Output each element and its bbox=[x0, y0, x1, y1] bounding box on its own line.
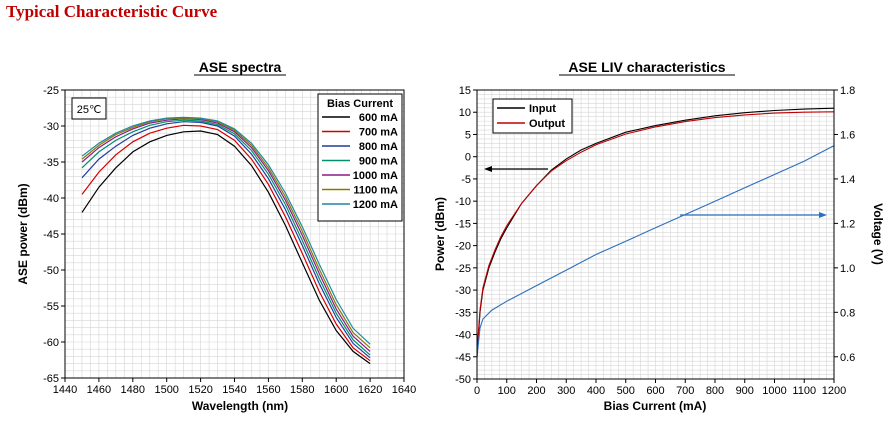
y-tick-label: -20 bbox=[455, 241, 471, 253]
x-tick-label: 0 bbox=[474, 385, 480, 397]
x-tick-label: 400 bbox=[587, 385, 605, 397]
series-line bbox=[81, 130, 371, 365]
legend-title: Bias Current bbox=[327, 98, 393, 110]
ase-liv-xlabel: Bias Current (mA) bbox=[604, 399, 707, 413]
legend-label: Output bbox=[529, 118, 565, 130]
y-tick-label: -55 bbox=[43, 301, 59, 313]
series-line bbox=[476, 107, 835, 357]
legend-label: 1000 mA bbox=[353, 170, 398, 182]
x-tick-label: 1480 bbox=[121, 384, 145, 396]
legend-label: 800 mA bbox=[359, 141, 398, 153]
ase-spectra-title: ASE spectra bbox=[199, 59, 282, 75]
x-tick-label: 700 bbox=[676, 385, 694, 397]
x-tick-label: 1520 bbox=[188, 384, 212, 396]
y-tick-label: -5 bbox=[461, 174, 471, 186]
y-tick-label: -40 bbox=[43, 193, 59, 205]
y-tick-label: 0 bbox=[465, 152, 471, 164]
y-tick-label: -35 bbox=[43, 157, 59, 169]
x-tick-label: 500 bbox=[617, 385, 635, 397]
legend-label: 600 mA bbox=[359, 112, 398, 124]
ase-liv-ylabel: Power (dBm) bbox=[433, 197, 447, 271]
right-arrow-icon bbox=[819, 212, 827, 218]
ase-spectra-legend: Bias Current 600 mA 700 mA 800 mA 900 mA 100… bbox=[317, 93, 403, 222]
ase-spectra-chart: ASE spectra 1440 1460 1480 1500 1520 1540 1560… bbox=[16, 59, 416, 413]
series-line bbox=[476, 111, 835, 353]
y-tick-label: -15 bbox=[455, 218, 471, 230]
series-line bbox=[476, 145, 835, 357]
x-tick-label: 1460 bbox=[87, 384, 111, 396]
y-tick-label: 10 bbox=[459, 107, 471, 119]
ase-liv-y2label: Voltage (V) bbox=[871, 203, 885, 265]
x-tick-label: 1640 bbox=[392, 384, 416, 396]
ase-spectra-series bbox=[81, 116, 371, 365]
y-tick-label: 5 bbox=[465, 129, 471, 141]
y-tick-label: -25 bbox=[455, 263, 471, 275]
ase-liv-grid bbox=[476, 89, 835, 380]
x-tick-label: 300 bbox=[557, 385, 575, 397]
ase-liv-title: ASE LIV characteristics bbox=[568, 59, 725, 75]
x-tick-label: 1440 bbox=[53, 384, 77, 396]
y-tick-label: -30 bbox=[455, 285, 471, 297]
x-tick-label: 1600 bbox=[324, 384, 348, 396]
y2-tick-label: 1.6 bbox=[840, 129, 855, 141]
y-tick-label: -30 bbox=[43, 121, 59, 133]
y2-tick-label: 1.4 bbox=[840, 174, 855, 186]
series-line bbox=[81, 118, 371, 352]
x-tick-label: 1560 bbox=[256, 384, 280, 396]
y2-tick-label: 0.8 bbox=[840, 307, 855, 319]
y-tick-label: -65 bbox=[43, 373, 59, 385]
x-tick-label: 1580 bbox=[290, 384, 314, 396]
ase-liv-legend: Input Output bbox=[492, 98, 573, 134]
y2-tick-label: 1.0 bbox=[840, 263, 855, 275]
legend-label: 700 mA bbox=[359, 127, 398, 139]
y-tick-label: -35 bbox=[455, 307, 471, 319]
y-tick-label: -45 bbox=[455, 352, 471, 364]
legend-label: 1200 mA bbox=[353, 199, 398, 211]
ase-spectra-ylabel: ASE power (dBm) bbox=[16, 183, 30, 284]
ase-liv-chart: ASE LIV characteristics 0 100 200 300 400 500… bbox=[433, 59, 885, 413]
y-tick-label: -10 bbox=[455, 196, 471, 208]
temperature-annotation: 25℃ bbox=[77, 104, 102, 116]
x-tick-label: 1200 bbox=[822, 385, 846, 397]
y-tick-label: -25 bbox=[43, 85, 59, 97]
legend-label: Input bbox=[529, 103, 556, 115]
temperature-annotation-box bbox=[71, 97, 107, 120]
y2-tick-label: 1.2 bbox=[840, 218, 855, 230]
y2-tick-label: 0.6 bbox=[840, 352, 855, 364]
series-line bbox=[81, 121, 371, 359]
x-tick-label: 1540 bbox=[222, 384, 246, 396]
legend-label: 900 mA bbox=[359, 156, 398, 168]
series-line bbox=[81, 119, 371, 356]
y-tick-label: -50 bbox=[455, 374, 471, 386]
y-tick-label: -45 bbox=[43, 229, 59, 241]
series-line bbox=[81, 116, 371, 345]
y-tick-label: -60 bbox=[43, 337, 59, 349]
series-line bbox=[81, 117, 371, 349]
x-tick-label: 1500 bbox=[154, 384, 178, 396]
y-tick-label: 15 bbox=[459, 85, 471, 97]
ase-spectra-ticks: 1440 1460 1480 1500 1520 1540 1560 1580 1600 1620… bbox=[43, 85, 416, 396]
x-tick-label: 1000 bbox=[762, 385, 786, 397]
axis-indicator-arrows bbox=[484, 166, 827, 218]
ase-liv-ticks: 0 100 200 300 400 500 600 700 800 900 1000 1100 1200… bbox=[455, 85, 855, 397]
ase-spectra-xlabel: Wavelength (nm) bbox=[192, 399, 288, 413]
left-arrow-icon bbox=[484, 166, 492, 172]
legend-label: 1100 mA bbox=[353, 185, 398, 197]
x-tick-label: 900 bbox=[736, 385, 754, 397]
y-tick-label: -50 bbox=[43, 265, 59, 277]
x-tick-label: 1620 bbox=[358, 384, 382, 396]
x-tick-label: 600 bbox=[646, 385, 664, 397]
y2-tick-label: 1.8 bbox=[840, 85, 855, 97]
y-tick-label: -40 bbox=[455, 330, 471, 342]
x-tick-label: 100 bbox=[498, 385, 516, 397]
ase-liv-series bbox=[476, 107, 835, 357]
x-tick-label: 800 bbox=[706, 385, 724, 397]
series-line bbox=[81, 124, 371, 362]
x-tick-label: 1100 bbox=[792, 385, 816, 397]
page-title: Typical Characteristic Curve bbox=[6, 2, 218, 21]
x-tick-label: 200 bbox=[527, 385, 545, 397]
